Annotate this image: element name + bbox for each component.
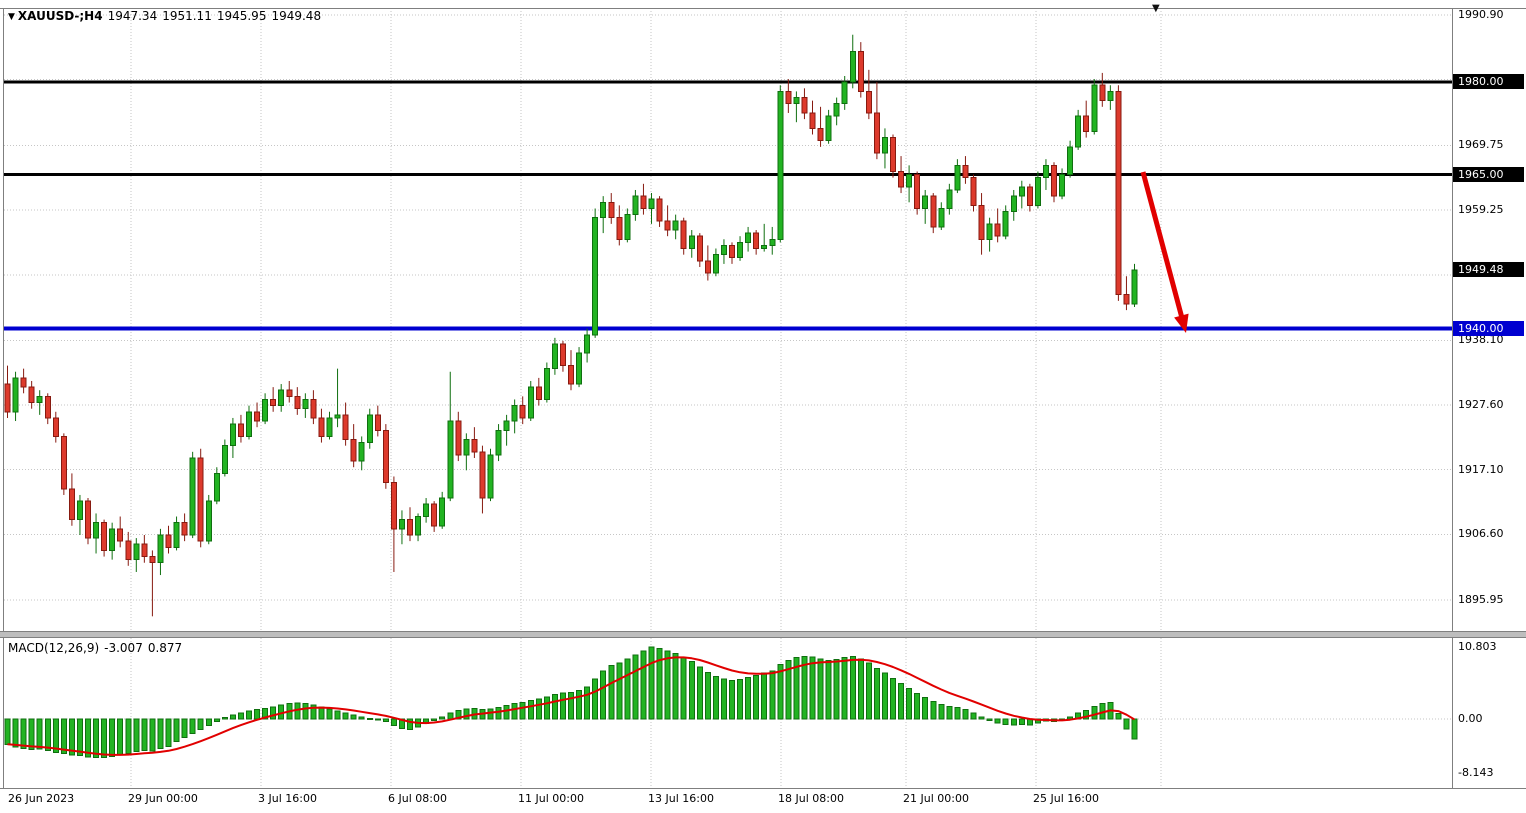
price-axis-label: 1895.95: [1458, 593, 1504, 606]
price-axis-label: 1927.60: [1458, 398, 1504, 411]
symbol-timeframe: XAUUSD-;H4: [17, 9, 103, 23]
macd-axis-label: -8.143: [1458, 766, 1494, 780]
macd-histogram-layer: [4, 646, 1138, 759]
chart-ohlc-header: ▼ XAUUSD-;H4 1947.34 1951.11 1945.95 1949.48: [8, 9, 326, 23]
price-axis-label: 1917.10: [1458, 462, 1504, 476]
price-axis-label: 1969.75: [1458, 138, 1504, 152]
time-axis-label: 25 Jul 16:00: [1033, 792, 1099, 805]
price-axis-label: 1959.25: [1458, 203, 1504, 216]
price-level-badge: 1949.48: [1453, 262, 1524, 278]
ohlc-close: 1949.48: [271, 9, 322, 23]
time-axis-label: 18 Jul 08:00: [778, 792, 844, 805]
chart-shift-marker-icon[interactable]: ▼: [1152, 3, 1160, 14]
price-axis-label: 1990.90: [1458, 8, 1504, 21]
grid-layer: [4, 8, 1452, 789]
time-axis-label: 11 Jul 00:00: [518, 792, 584, 805]
price-axis[interactable]: 1990.90 1969.75 1959.25 1938.10 1927.60 1917.…: [1452, 0, 1526, 813]
macd-indicator-header: MACD(12,26,9) -3.007 0.877: [8, 641, 187, 655]
price-level-badge: 1965.00: [1453, 166, 1524, 182]
time-axis-label: 3 Jul 16:00: [258, 792, 317, 805]
price-level-badge: 1940.00: [1453, 320, 1524, 336]
macd-signal-layer: [7, 656, 1136, 756]
price-axis-label: 1906.60: [1458, 527, 1504, 541]
time-axis-label: 6 Jul 08:00: [388, 792, 447, 805]
price-level-badge: 1980.00: [1453, 74, 1524, 90]
macd-signal-value: 0.877: [147, 641, 183, 655]
frame-layer: [0, 8, 1526, 789]
ohlc-high: 1951.11: [162, 9, 212, 23]
ohlc-low: 1945.95: [216, 9, 267, 23]
macd-axis-label: 0.00: [1458, 712, 1483, 725]
ohlc-open: 1947.34: [107, 9, 158, 23]
time-axis-label: 26 Jun 2023: [8, 792, 75, 805]
time-axis[interactable]: 26 Jun 2023 29 Jun 00:00 3 Jul 16:00 6 Jul …: [0, 789, 1526, 813]
candles-layer: [4, 34, 1138, 617]
levels-layer: [4, 80, 1452, 331]
time-axis-label: 13 Jul 16:00: [648, 792, 714, 805]
price-axis-label: 1938.10: [1458, 333, 1504, 347]
macd-label: MACD(12,26,9): [8, 641, 100, 655]
time-axis-label: 21 Jul 00:00: [903, 792, 969, 805]
collapse-icon[interactable]: ▼: [8, 12, 15, 22]
trend-arrow-annotation[interactable]: [1140, 171, 1189, 333]
macd-value: -3.007: [104, 641, 143, 655]
macd-axis-label: 10.803: [1458, 640, 1497, 653]
time-axis-label: 29 Jun 00:00: [128, 792, 198, 805]
